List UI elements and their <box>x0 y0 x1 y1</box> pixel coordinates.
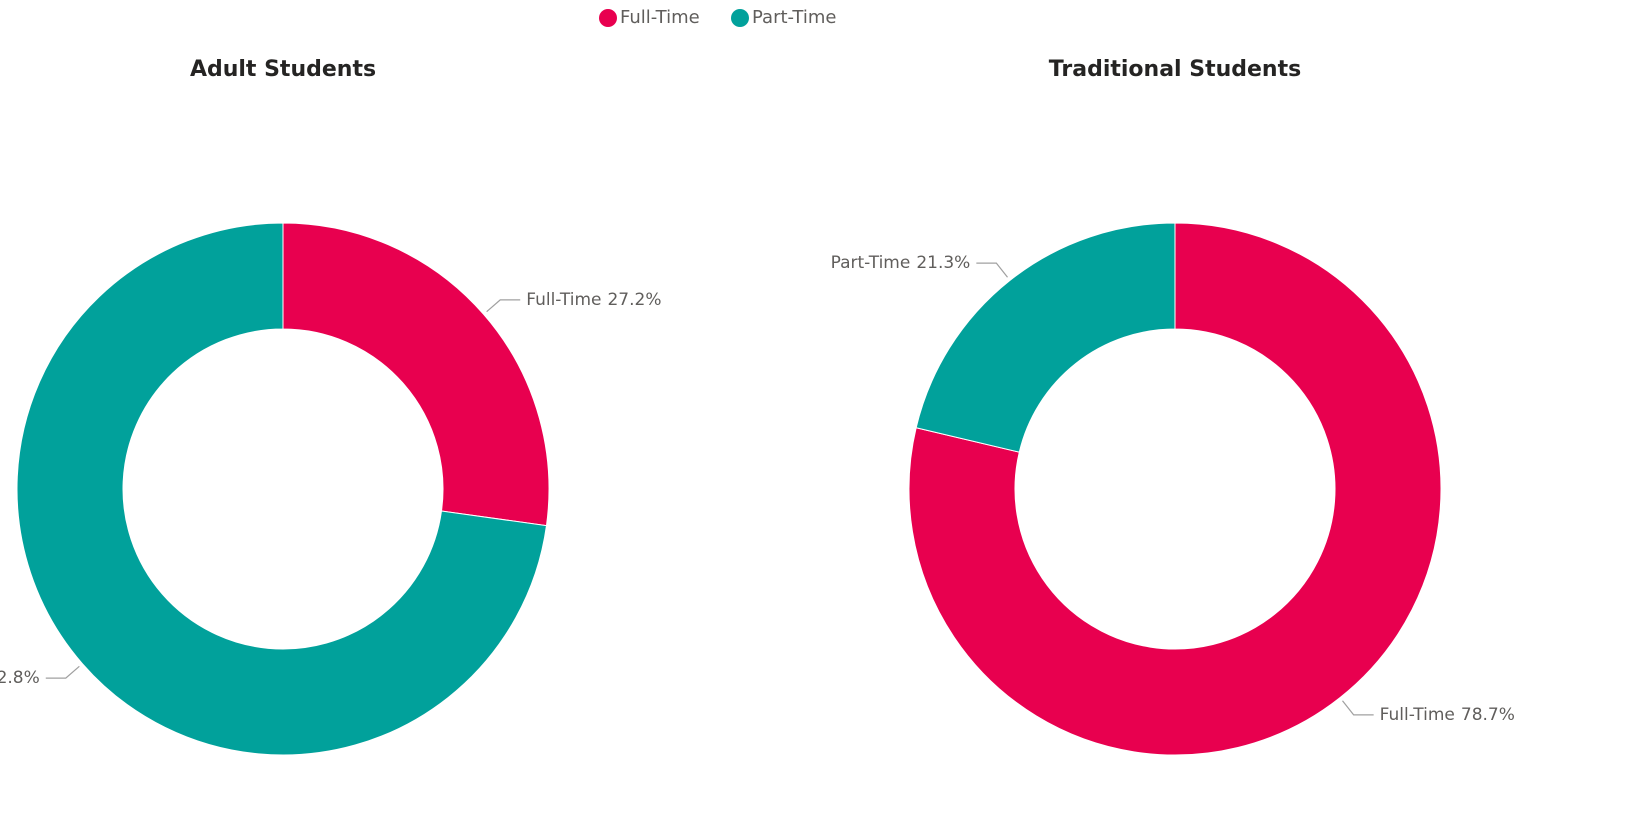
donut-segment <box>282 222 550 527</box>
legend-label: Full-Time <box>620 7 700 28</box>
data-label: Part-Time 21.3% <box>831 253 971 273</box>
leader-line <box>1342 700 1374 716</box>
data-label-category: Full-Time <box>526 290 601 310</box>
data-label: Part-Time72.8% <box>0 668 40 688</box>
data-label-category: Part-Time <box>831 253 911 273</box>
donut-segment <box>16 222 548 756</box>
chart-title: Traditional Students <box>1049 57 1301 82</box>
donut-segment <box>908 222 1442 756</box>
leader-line <box>45 665 80 679</box>
donut-segment <box>915 222 1176 453</box>
legend-label: Part-Time <box>752 7 836 28</box>
data-label-category: Full-Time <box>1380 705 1455 725</box>
data-label-value: 27.2% <box>607 290 661 310</box>
leader-line <box>976 262 1008 278</box>
data-label: Full-Time 27.2% <box>526 290 661 310</box>
chart-title: Adult Students <box>190 57 376 82</box>
data-label-value: 72.8% <box>0 668 40 688</box>
leader-line <box>486 299 521 313</box>
data-label-value: 21.3% <box>916 253 970 273</box>
legend-swatch <box>599 9 617 27</box>
legend-swatch <box>731 9 749 27</box>
data-label-value: 78.7% <box>1461 705 1515 725</box>
data-label: Full-Time 78.7% <box>1380 705 1515 725</box>
